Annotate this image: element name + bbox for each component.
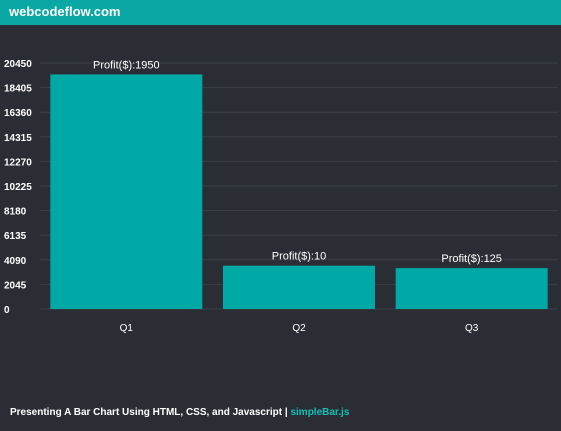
bar-data-label: Profit($):1950 (93, 59, 160, 71)
footer-caption: Presenting A Bar Chart Using HTML, CSS, … (10, 407, 349, 418)
y-tick-label: 2045 (4, 280, 27, 291)
footer-link[interactable]: simpleBar.js (290, 407, 350, 418)
bar-q3[interactable] (395, 268, 548, 309)
y-tick-label: 18405 (4, 84, 32, 95)
y-tick-label: 8180 (4, 207, 27, 218)
x-tick-label: Q3 (465, 323, 479, 334)
y-tick-label: 10225 (4, 182, 32, 193)
y-tick-label: 6135 (4, 231, 27, 242)
footer-text: Presenting A Bar Chart Using HTML, CSS, … (10, 407, 283, 418)
y-tick-label: 12270 (4, 157, 32, 168)
bar-q2[interactable] (223, 265, 375, 309)
bar-data-label: Profit($):125 (441, 253, 502, 265)
x-tick-label: Q2 (292, 323, 306, 334)
bar-q1[interactable] (50, 74, 203, 309)
y-tick-label: 14315 (4, 133, 32, 144)
footer-separator: | (282, 407, 291, 418)
y-tick-label: 20450 (4, 59, 32, 70)
y-tick-label: 0 (4, 305, 10, 316)
y-tick-label: 16360 (4, 108, 32, 119)
bar-data-label: Profit($):10 (272, 251, 326, 263)
site-brand[interactable]: webcodeflow.com (9, 4, 121, 19)
header-bar: webcodeflow.com (0, 0, 561, 25)
y-tick-label: 4090 (4, 256, 27, 267)
x-tick-label: Q1 (120, 323, 134, 334)
